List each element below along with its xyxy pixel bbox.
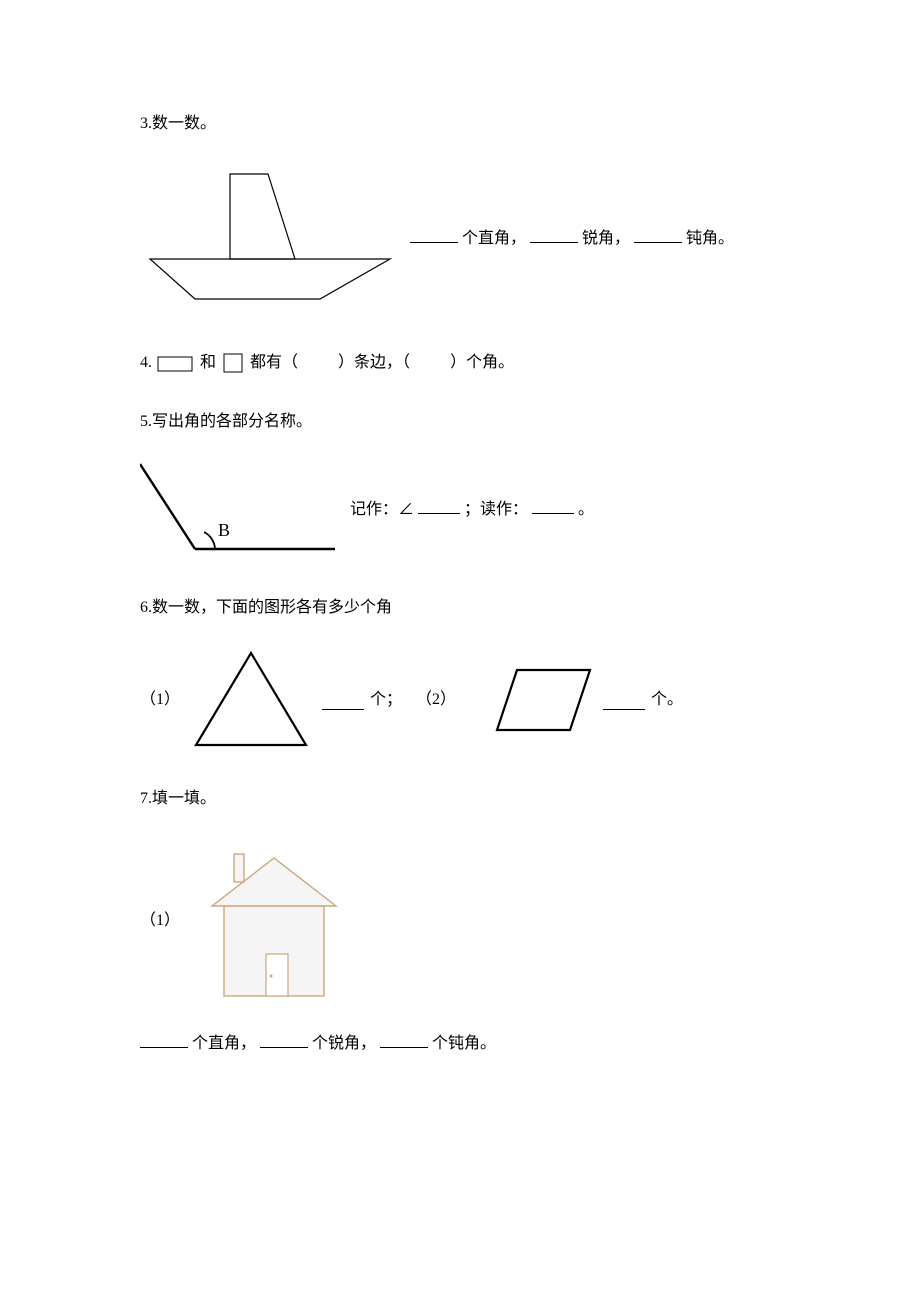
q4-prefix: 4. [140, 349, 152, 378]
q3-blanks: 个直角， 锐角， 钝角。 [410, 223, 734, 254]
q7-house-figure [194, 836, 354, 1006]
worksheet-page: 3.数一数。 个直角， 锐角， 钝角。 4. 和 [0, 0, 920, 1302]
q6-title: 6.数一数，下面的图形各有多少个角 [140, 594, 790, 623]
q4: 4. 和 都有（ ）条边，（ ）个角。 [140, 349, 790, 378]
q6-rhombus-figure [462, 655, 597, 745]
q7-blank-right[interactable] [140, 1028, 188, 1048]
q4-mid: 和 [200, 349, 216, 378]
q6-idx1: （1） [140, 686, 180, 715]
q5-sep: ；读作： [464, 496, 528, 525]
q7-label2: 个锐角， [312, 1030, 376, 1059]
q5: 5.写出角的各部分名称。 B 记作：∠ ；读作： 。 [140, 408, 790, 565]
q7-label3: 个钝角。 [432, 1030, 496, 1059]
q6: 6.数一数，下面的图形各有多少个角 （1） 个； （2） 个。 [140, 594, 790, 755]
q5-blank-notation[interactable] [418, 494, 460, 514]
q5-blank-read[interactable] [532, 494, 574, 514]
q3-blank-right[interactable] [410, 223, 458, 243]
q4-fill1[interactable] [302, 349, 334, 378]
q3-row: 个直角， 锐角， 钝角。 [140, 159, 790, 319]
q6-triangle-figure [186, 645, 316, 755]
q6-row: （1） 个； （2） 个。 [140, 645, 790, 755]
q3-blank-acute[interactable] [530, 223, 578, 243]
q7: 7.填一填。 （1） 个直角， 个锐角， 个钝角。 [140, 785, 790, 1059]
q5-jizuo: 记作：∠ [350, 496, 414, 525]
q4-tail2: ）条边，（ [338, 349, 410, 378]
q3-label3: 钝角。 [686, 225, 734, 254]
q3-label1: 个直角， [462, 225, 526, 254]
q7-row: （1） [140, 836, 790, 1006]
q3-boat-figure [140, 159, 400, 319]
q4-row: 4. 和 都有（ ）条边，（ ）个角。 [140, 349, 790, 378]
q7-blank-obtuse[interactable] [380, 1028, 428, 1048]
q6-unit1: 个； [370, 686, 402, 715]
q3-blank-obtuse[interactable] [634, 223, 682, 243]
q5-angle-figure: B [140, 454, 340, 564]
q5-row: B 记作：∠ ；读作： 。 [140, 454, 790, 564]
q7-label1: 个直角， [192, 1030, 256, 1059]
q6-unit2: 个。 [651, 686, 683, 715]
svg-text:B: B [218, 520, 230, 540]
q6-item-1: （1） 个； [140, 645, 402, 755]
q5-title: 5.写出角的各部分名称。 [140, 408, 790, 437]
q6-blank-1[interactable] [322, 690, 364, 710]
q4-square-icon [220, 350, 246, 376]
q7-blank-acute[interactable] [260, 1028, 308, 1048]
q3: 3.数一数。 个直角， 锐角， 钝角。 [140, 110, 790, 319]
q6-item-2: （2） 个。 [416, 655, 683, 745]
q5-text: 记作：∠ ；读作： 。 [350, 494, 594, 525]
q3-label2: 锐角， [582, 225, 630, 254]
q6-blank-2[interactable] [603, 690, 645, 710]
q5-end: 。 [578, 496, 594, 525]
q4-tail1: 都有（ [250, 349, 298, 378]
q7-idx: （1） [140, 907, 180, 936]
q6-idx2: （2） [416, 686, 456, 715]
q4-rectangle-icon [156, 350, 196, 376]
q3-title: 3.数一数。 [140, 110, 790, 139]
q4-fill2[interactable] [414, 349, 446, 378]
q7-title: 7.填一填。 [140, 785, 790, 814]
q7-blanks: 个直角， 个锐角， 个钝角。 [140, 1028, 790, 1059]
q4-tail3: ）个角。 [450, 349, 514, 378]
